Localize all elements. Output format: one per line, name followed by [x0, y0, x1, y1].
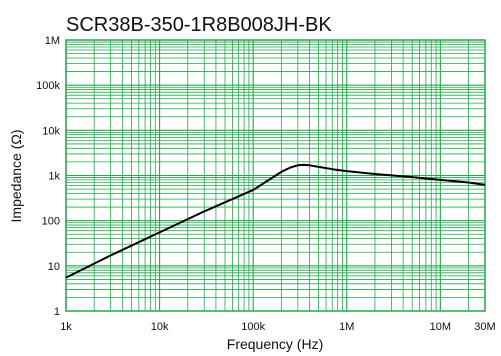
y-tick-label: 1	[54, 306, 60, 318]
y-tick-labels: 1 10 100 1k 10k 100k 1M	[36, 35, 60, 318]
x-tick-label: 10M	[430, 321, 451, 333]
series-layer	[65, 163, 486, 279]
x-tick-label: 30M	[474, 321, 495, 333]
y-tick-label: 1M	[45, 35, 60, 47]
x-tick-label: 10k	[151, 321, 169, 333]
y-tick-label: 1k	[48, 171, 60, 183]
chart-title: SCR38B-350-1R8B008JH-BK	[66, 14, 332, 36]
y-tick-label: 100k	[36, 80, 60, 92]
y-tick-label: 10	[48, 261, 60, 273]
x-tick-label: 100k	[241, 321, 265, 333]
x-tick-label: 1k	[60, 321, 72, 333]
impedance-line	[65, 163, 486, 279]
x-tick-labels: 1k 10k 100k 1M 10M 30M	[60, 321, 496, 333]
plot-frame	[65, 39, 486, 312]
x-axis-label: Frequency (Hz)	[227, 336, 323, 352]
x-tick-label: 1M	[339, 321, 354, 333]
y-axis-label: Impedance (Ω)	[8, 130, 24, 223]
y-tick-label: 100	[42, 216, 60, 228]
y-tick-label: 10k	[42, 125, 60, 137]
